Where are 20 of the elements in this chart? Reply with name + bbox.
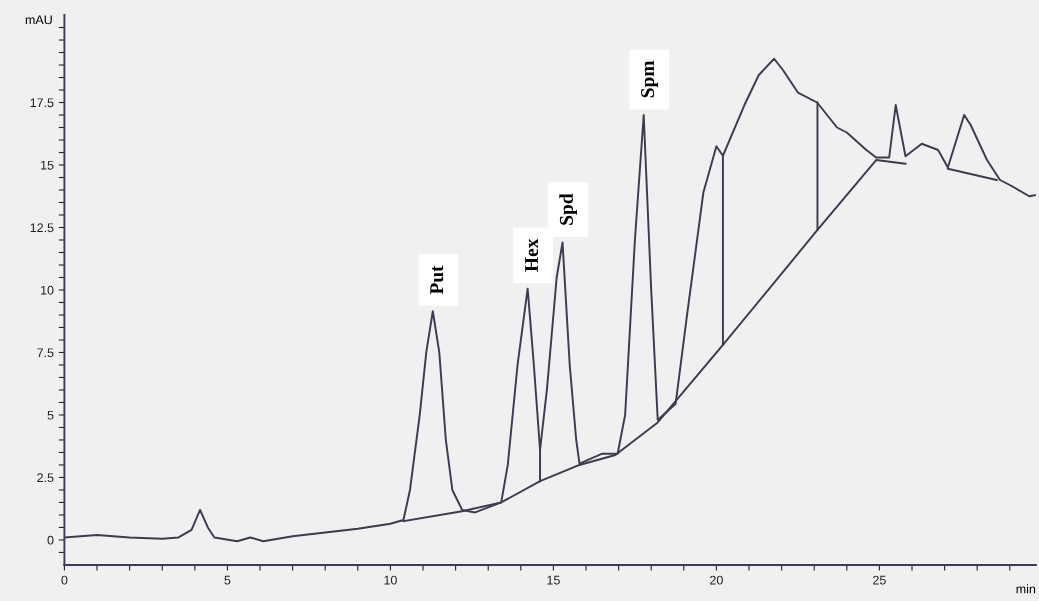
annotation: Spd — [559, 193, 577, 225]
y-tick-label: 2.5 — [37, 473, 54, 483]
y-tick-label: 17.5 — [30, 98, 54, 108]
x-tick-label: 10 — [384, 575, 397, 585]
y-tick-label: 10 — [41, 285, 54, 295]
y-tick-label: 15 — [41, 160, 54, 170]
y-tick-label: 12.5 — [30, 223, 54, 233]
y-axis-title: mAU — [25, 15, 52, 25]
y-tick-label: 7.5 — [37, 348, 54, 358]
x-tick-label: 15 — [547, 575, 560, 585]
x-tick-label: 5 — [224, 575, 231, 585]
x-tick-label: 20 — [710, 575, 723, 585]
y-tick-label: 0 — [47, 535, 54, 545]
x-tick-label: 25 — [873, 575, 886, 585]
annotation: Hex — [525, 238, 539, 272]
x-tick-label: 0 — [61, 575, 68, 585]
annotation: Put — [430, 265, 444, 295]
annotation: Spm — [641, 60, 659, 98]
x-axis-title: min — [1016, 584, 1036, 594]
y-tick-label: 5 — [47, 410, 54, 420]
